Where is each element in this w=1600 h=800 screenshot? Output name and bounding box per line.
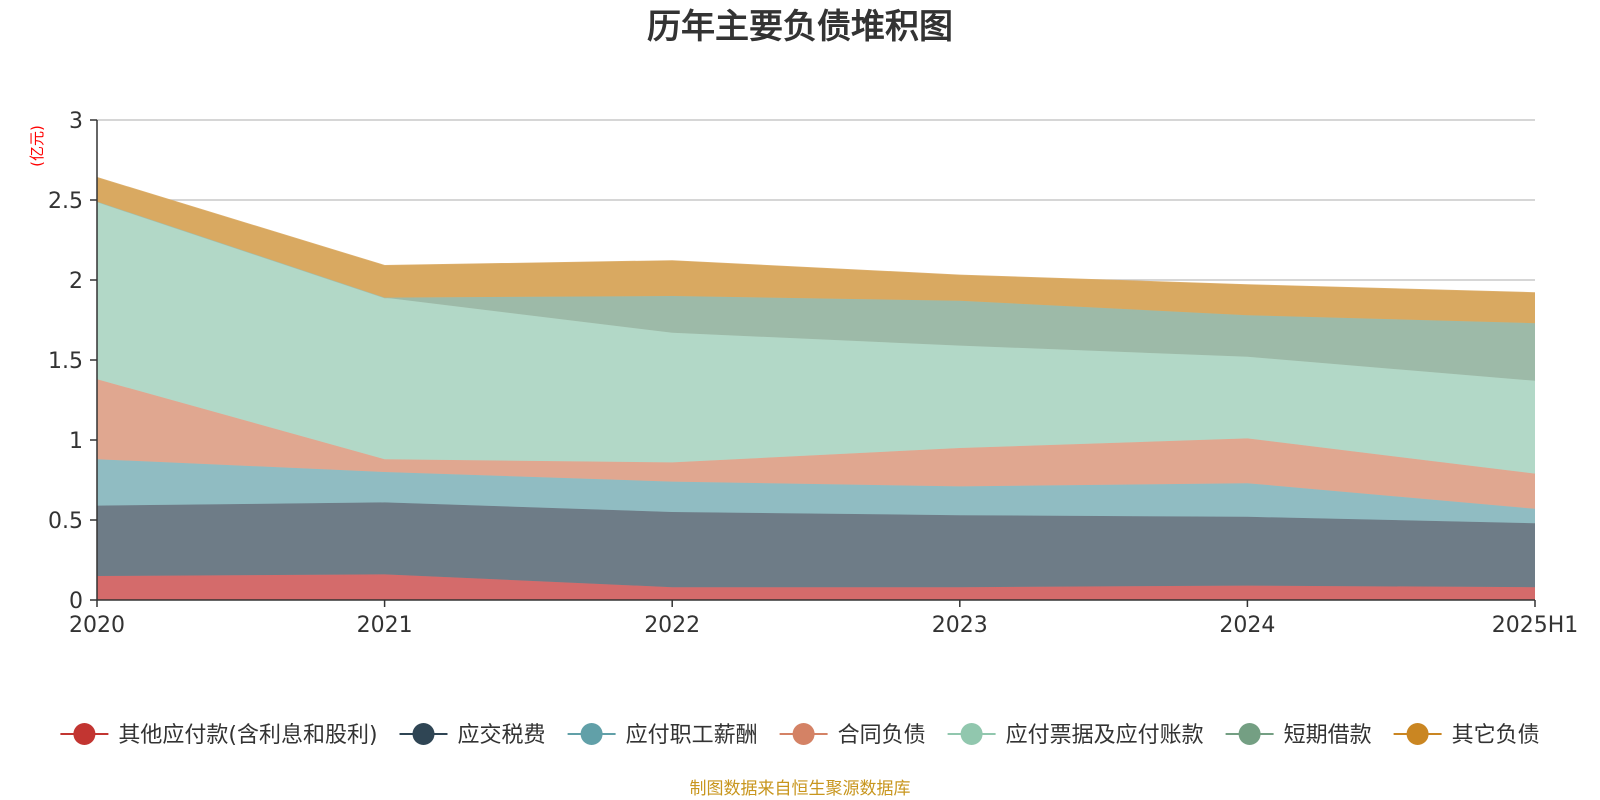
legend-item-6: 其它负债 [1393, 723, 1540, 748]
legend-item-0: 其他应付款(含利息和股利) [60, 723, 378, 748]
legend-symbol-dot-6 [1406, 723, 1429, 745]
axes: 0 0.5 1 1.5 2 2.5 3 2020 2021 2022 2023 2024 2025H1 [48, 109, 1578, 638]
y-tick-label-2: 1 [69, 429, 83, 454]
legend-symbol-dot-5 [1238, 723, 1261, 745]
area-series-4 [97, 201, 1535, 474]
chart-title: 历年主要负债堆积图 [647, 7, 953, 47]
legend: 其他应付款(含利息和股利) 应交税费 应付职工薪酬 合同负债 应付票据及应付账款 短期借款… [60, 723, 1540, 748]
x-tick-label-5: 2025H1 [1492, 613, 1579, 638]
x-tick-label-0: 2020 [69, 613, 125, 638]
y-tick-label-1: 0.5 [48, 509, 83, 534]
y-axis-unit-label: (亿元) [28, 125, 46, 167]
legend-label-3: 合同负债 [838, 723, 926, 748]
area-edge-6 [96, 177, 1536, 294]
legend-symbol-dot-2 [580, 723, 603, 745]
y-tick-label-0: 0 [69, 589, 83, 614]
x-tick-label-4: 2024 [1219, 613, 1275, 638]
legend-item-5: 短期借款 [1225, 723, 1372, 748]
area-series-2 [97, 459, 1535, 524]
legend-label-5: 短期借款 [1284, 723, 1372, 748]
legend-label-2: 应付职工薪酬 [626, 723, 758, 748]
area-series [96, 177, 1536, 600]
area-series-1 [97, 502, 1535, 588]
legend-symbol-dot-3 [792, 723, 815, 745]
y-tick-label-4: 2 [69, 269, 83, 294]
area-series-5 [97, 201, 1535, 381]
y-tick-label-3: 1.5 [48, 349, 83, 374]
legend-item-4: 应付票据及应付账款 [947, 723, 1204, 748]
legend-item-3: 合同负债 [779, 723, 926, 748]
legend-symbol-dot-0 [73, 723, 96, 745]
y-tick-label-6: 3 [69, 109, 83, 134]
area-series-6 [97, 177, 1535, 324]
area-series-3 [97, 379, 1535, 509]
legend-label-6: 其它负债 [1452, 723, 1540, 748]
legend-symbol-dot-1 [412, 723, 435, 745]
legend-label-4: 应付票据及应付账款 [1006, 723, 1204, 748]
y-tick-label-5: 2.5 [48, 189, 83, 214]
legend-label-0: 其他应付款(含利息和股利) [118, 723, 377, 748]
x-tick-label-3: 2023 [932, 613, 988, 638]
legend-item-1: 应交税费 [399, 723, 546, 748]
legend-item-2: 应付职工薪酬 [567, 723, 758, 748]
legend-symbol-dot-4 [960, 723, 983, 745]
x-tick-label-1: 2021 [357, 613, 413, 638]
data-source-note: 制图数据来自恒生聚源数据库 [690, 779, 911, 799]
legend-label-1: 应交税费 [458, 723, 546, 748]
x-tick-label-2: 2022 [644, 613, 700, 638]
